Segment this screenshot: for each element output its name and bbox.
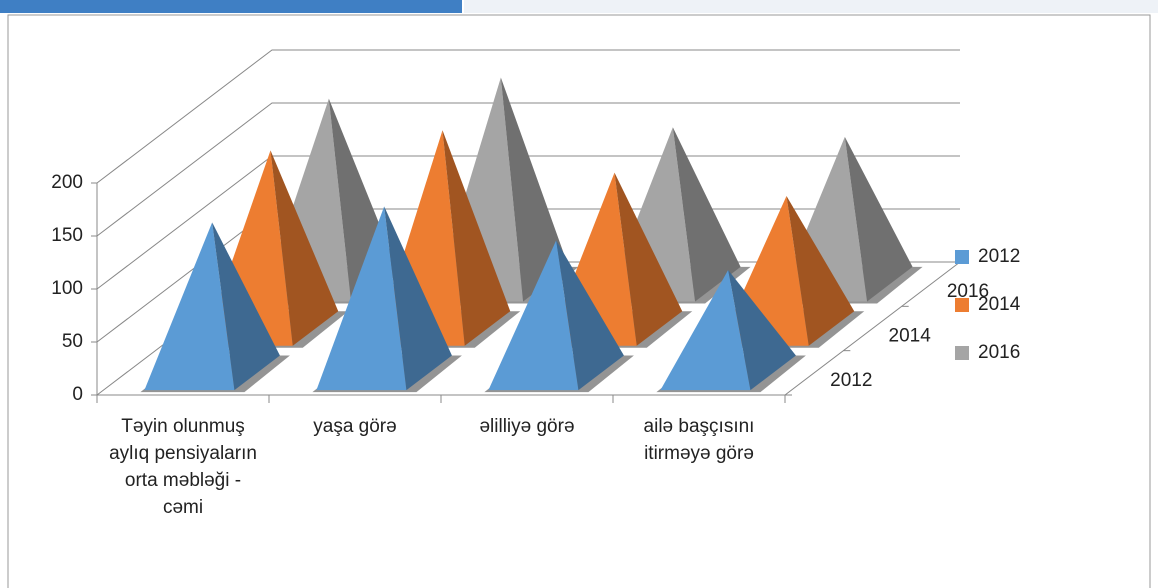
pyramid-face (728, 270, 796, 391)
top-tabs (464, 0, 1158, 13)
pyramid-face (488, 240, 579, 391)
y-tick-label: 150 (51, 225, 83, 246)
pyramid (660, 270, 796, 391)
legend-swatch (955, 346, 969, 360)
legend-label: 2014 (978, 294, 1021, 315)
pyramid-face (270, 150, 339, 346)
legend-swatch (955, 298, 969, 312)
grid-line (96, 102, 960, 237)
y-tick-label: 200 (51, 172, 83, 193)
legend-label: 2016 (978, 342, 1020, 363)
x-tick-label: Təyin olunmuş aylıq pensiyaların orta mə… (109, 416, 257, 518)
legend-label: 2012 (978, 246, 1020, 267)
z-tick-label: 2016 (947, 281, 989, 302)
y-tick-label: 100 (51, 278, 83, 299)
pyramid-face (660, 270, 751, 391)
x-tick-label: yaşa görə (313, 416, 397, 437)
y-tick-label: 50 (62, 331, 83, 352)
x-tick-label: ailə başçısını itirməyə görə (643, 416, 755, 464)
top-bar (0, 0, 462, 13)
pyramid-face (672, 127, 741, 302)
pyramid-face (614, 172, 683, 346)
pyramid-face (212, 222, 280, 391)
pyramid-face (144, 222, 235, 391)
chart-frame (7, 14, 1151, 588)
grid-line (96, 49, 960, 184)
z-tick-label: 2012 (830, 370, 872, 391)
y-tick-label: 0 (72, 384, 83, 405)
pyramid-face (384, 206, 452, 391)
pyramid-face (556, 240, 624, 391)
z-tick-label: 2014 (889, 326, 932, 347)
pyramid (488, 240, 624, 391)
pyramid-face (316, 206, 407, 391)
x-tick-label: əlilliyə görə (479, 416, 575, 437)
pyramid-face (442, 130, 511, 346)
pyramid-face (786, 196, 855, 346)
pyramid-face (844, 136, 913, 302)
pyramid (144, 222, 280, 391)
pyramid (316, 206, 452, 391)
legend-swatch (955, 250, 969, 264)
pyramid-face (500, 77, 569, 302)
